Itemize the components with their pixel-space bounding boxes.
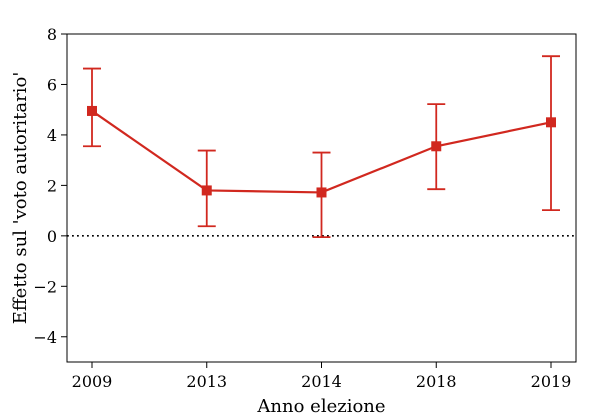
x-axis-label: Anno elezione xyxy=(256,396,385,417)
x-tick-label: 2014 xyxy=(301,372,342,391)
data-point-marker xyxy=(87,105,97,116)
y-tick-label: 0 xyxy=(47,227,57,246)
data-point-marker xyxy=(431,141,442,152)
y-tick-label: 8 xyxy=(47,25,57,44)
x-tick-label: 2009 xyxy=(72,372,113,391)
y-tick-label: −4 xyxy=(33,328,57,347)
x-axis: 2009 2013 2014 2018 2019 xyxy=(72,362,572,391)
data-point-marker xyxy=(316,187,327,198)
y-axis: 8 6 4 2 0 −2 −4 xyxy=(33,25,67,347)
y-tick-label: 2 xyxy=(47,176,57,195)
y-tick-label: −2 xyxy=(33,277,57,296)
y-tick-label: 6 xyxy=(47,75,57,94)
series-group xyxy=(83,55,560,239)
y-tick-label: 4 xyxy=(47,126,57,145)
x-tick-label: 2013 xyxy=(186,372,227,391)
x-tick-label: 2019 xyxy=(531,372,572,391)
data-point-marker xyxy=(546,117,556,128)
data-point-marker xyxy=(201,185,212,196)
x-tick-label: 2018 xyxy=(416,372,457,391)
y-axis-label: Effetto sul 'voto autoritario' xyxy=(10,72,31,325)
